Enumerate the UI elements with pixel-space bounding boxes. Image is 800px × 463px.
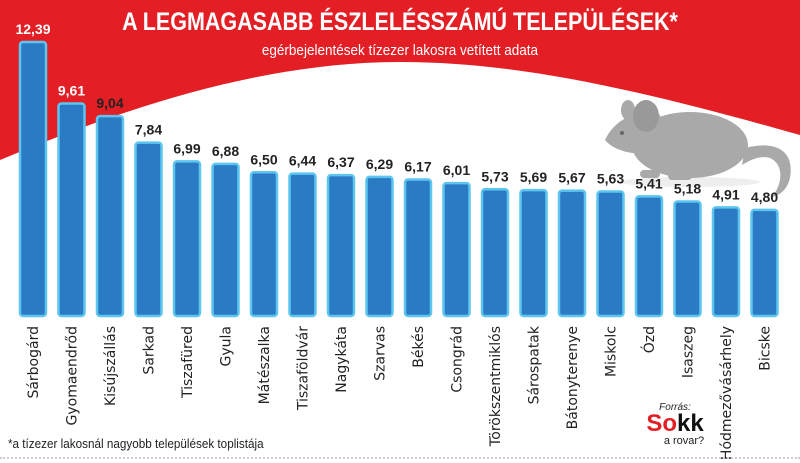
category-label: Tiszaföldvár bbox=[296, 326, 312, 411]
footnote: *a tízezer lakosnál nagyobb települések … bbox=[8, 436, 264, 451]
bar bbox=[519, 188, 548, 318]
bar-value-label: 5,73 bbox=[481, 168, 508, 184]
source-label: Forrás: bbox=[659, 402, 691, 413]
category-label: Tiszafüred bbox=[180, 326, 196, 399]
category-label: Kisújszállás bbox=[103, 326, 119, 406]
bar bbox=[750, 208, 779, 318]
chart-subtitle: egérbejelentések tízezer lakosra vetítet… bbox=[261, 42, 539, 59]
bar-value-label: 6,29 bbox=[366, 156, 393, 172]
bar bbox=[365, 175, 394, 318]
bar-value-label: 9,04 bbox=[96, 95, 123, 111]
bar bbox=[596, 190, 625, 318]
category-label: Sarkad bbox=[142, 326, 158, 375]
bar-value-label: 4,80 bbox=[751, 189, 778, 205]
category-label: Bicske bbox=[758, 326, 774, 371]
category-label: Sárbogárd bbox=[26, 326, 42, 399]
bar-value-label: 5,69 bbox=[520, 169, 547, 185]
bar bbox=[480, 188, 510, 318]
category-label: Gyomaendrőd bbox=[65, 326, 81, 426]
bar bbox=[326, 173, 356, 318]
bar-value-label: 6,99 bbox=[173, 140, 200, 156]
bar-value-label: 6,44 bbox=[289, 153, 316, 169]
bar-value-label: 6,88 bbox=[212, 143, 239, 159]
bar bbox=[249, 171, 279, 318]
bar bbox=[557, 189, 587, 318]
bar-value-label: 5,18 bbox=[674, 180, 701, 196]
category-label: Sárospatak bbox=[527, 325, 543, 404]
bar-value-label: 5,67 bbox=[558, 170, 585, 186]
bar bbox=[403, 178, 433, 318]
bar-value-label: 6,01 bbox=[443, 162, 470, 178]
category-label: Hódmezővásárhely bbox=[719, 326, 735, 460]
category-label: Miskolc bbox=[604, 326, 620, 377]
bar bbox=[673, 200, 702, 318]
bar-value-label: 4,91 bbox=[712, 186, 739, 202]
chart-title: A LEGMAGASABB ÉSZLELÉSSZÁMÚ TELEPÜLÉSEK* bbox=[122, 8, 678, 36]
source: Forrás: Sokk a rovar? bbox=[640, 402, 710, 447]
category-label: Mátészalka bbox=[257, 326, 273, 404]
bar bbox=[134, 141, 163, 318]
category-label: Nagykáta bbox=[334, 326, 350, 393]
category-label: Ózd bbox=[640, 326, 658, 353]
source-logo-subtext: a rovar? bbox=[663, 435, 705, 447]
bar-value-label: 6,17 bbox=[404, 159, 431, 175]
bar bbox=[57, 102, 86, 318]
bottom-divider bbox=[0, 457, 800, 459]
bar bbox=[442, 181, 471, 318]
bar bbox=[711, 206, 741, 318]
bar bbox=[95, 114, 125, 318]
category-label: Szarvas bbox=[373, 326, 389, 381]
bar bbox=[172, 160, 202, 318]
bar-value-label: 5,41 bbox=[635, 175, 662, 191]
bar bbox=[634, 195, 664, 318]
category-label: Csongrád bbox=[450, 326, 466, 393]
bar-value-label: 9,61 bbox=[58, 82, 85, 98]
bar bbox=[18, 40, 48, 318]
bar-value-label: 7,84 bbox=[135, 122, 162, 138]
bar-value-label: 5,63 bbox=[597, 170, 624, 186]
category-label: Törökszentmiklós bbox=[488, 326, 504, 447]
bar-value-label: 12,39 bbox=[15, 21, 50, 37]
category-label: Gyula bbox=[219, 326, 235, 366]
bar bbox=[288, 172, 317, 318]
category-label: Isaszeg bbox=[681, 326, 697, 378]
bar-value-label: 6,37 bbox=[327, 154, 354, 170]
category-label: Bátonyterenye bbox=[565, 326, 581, 429]
bar bbox=[211, 162, 240, 318]
category-label: Békés bbox=[411, 326, 427, 368]
red-banner bbox=[0, 0, 800, 160]
source-logo: Sokk bbox=[646, 410, 704, 437]
mouse-icon bbox=[605, 100, 791, 197]
bar-value-label: 6,50 bbox=[250, 151, 277, 167]
